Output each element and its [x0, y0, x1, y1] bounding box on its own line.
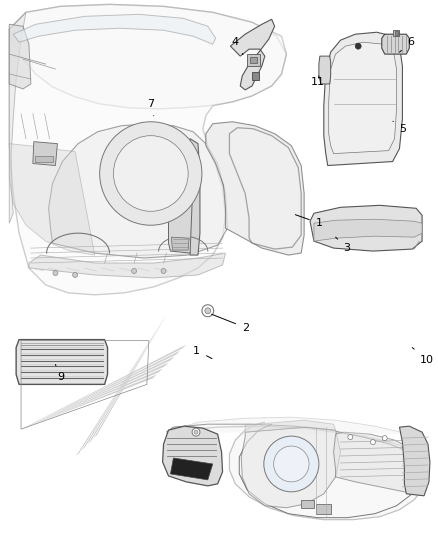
Polygon shape: [334, 432, 426, 494]
Polygon shape: [399, 426, 430, 496]
Polygon shape: [250, 57, 257, 63]
Polygon shape: [188, 139, 200, 255]
Circle shape: [264, 436, 319, 492]
Polygon shape: [21, 375, 157, 429]
Circle shape: [161, 269, 166, 273]
Polygon shape: [129, 164, 169, 191]
Circle shape: [132, 269, 137, 273]
Circle shape: [192, 428, 200, 436]
Polygon shape: [241, 427, 340, 508]
Polygon shape: [88, 315, 166, 444]
Polygon shape: [9, 4, 286, 295]
Polygon shape: [9, 12, 26, 223]
Circle shape: [53, 270, 58, 276]
Polygon shape: [314, 219, 422, 241]
Polygon shape: [16, 340, 108, 384]
Text: 6: 6: [399, 37, 414, 52]
Circle shape: [371, 440, 375, 445]
Polygon shape: [310, 205, 422, 251]
Polygon shape: [13, 14, 215, 44]
Polygon shape: [35, 156, 53, 161]
Polygon shape: [49, 124, 227, 258]
Text: 9: 9: [56, 365, 64, 382]
Polygon shape: [21, 362, 169, 429]
Circle shape: [202, 305, 214, 317]
Polygon shape: [162, 426, 223, 486]
Text: 1: 1: [193, 345, 212, 359]
Polygon shape: [316, 504, 331, 514]
Polygon shape: [206, 122, 304, 255]
Text: 4: 4: [232, 37, 243, 54]
Circle shape: [382, 435, 387, 441]
Polygon shape: [21, 368, 162, 429]
Text: 2: 2: [212, 314, 249, 333]
Text: 7: 7: [147, 99, 154, 116]
Polygon shape: [170, 458, 213, 480]
Polygon shape: [328, 42, 396, 154]
Polygon shape: [169, 144, 192, 253]
Text: 10: 10: [412, 348, 434, 365]
Text: 11: 11: [311, 76, 325, 87]
Polygon shape: [29, 253, 226, 278]
Polygon shape: [230, 128, 301, 249]
Polygon shape: [166, 422, 428, 520]
Circle shape: [274, 446, 309, 482]
Polygon shape: [21, 357, 174, 429]
Text: 3: 3: [336, 237, 350, 253]
Polygon shape: [247, 54, 260, 66]
Polygon shape: [395, 31, 398, 35]
Circle shape: [73, 272, 78, 278]
Circle shape: [113, 136, 188, 211]
Polygon shape: [252, 72, 259, 80]
Circle shape: [355, 43, 361, 49]
Circle shape: [194, 430, 198, 434]
Polygon shape: [21, 345, 186, 429]
Polygon shape: [230, 19, 275, 90]
Polygon shape: [319, 56, 331, 84]
Polygon shape: [76, 315, 166, 456]
Polygon shape: [392, 30, 399, 36]
Circle shape: [100, 122, 202, 225]
Polygon shape: [82, 315, 166, 450]
Polygon shape: [9, 25, 31, 89]
Polygon shape: [324, 32, 403, 166]
Polygon shape: [171, 237, 189, 250]
Circle shape: [348, 434, 353, 440]
Polygon shape: [21, 351, 180, 429]
Polygon shape: [382, 34, 409, 54]
Polygon shape: [166, 417, 428, 460]
Polygon shape: [9, 4, 286, 109]
Polygon shape: [33, 142, 57, 166]
Polygon shape: [9, 144, 95, 255]
Polygon shape: [135, 169, 162, 185]
Text: 1: 1: [295, 215, 323, 228]
Polygon shape: [301, 500, 314, 508]
Polygon shape: [94, 315, 166, 438]
Text: 5: 5: [393, 122, 406, 134]
Circle shape: [205, 308, 211, 314]
Polygon shape: [245, 420, 336, 432]
